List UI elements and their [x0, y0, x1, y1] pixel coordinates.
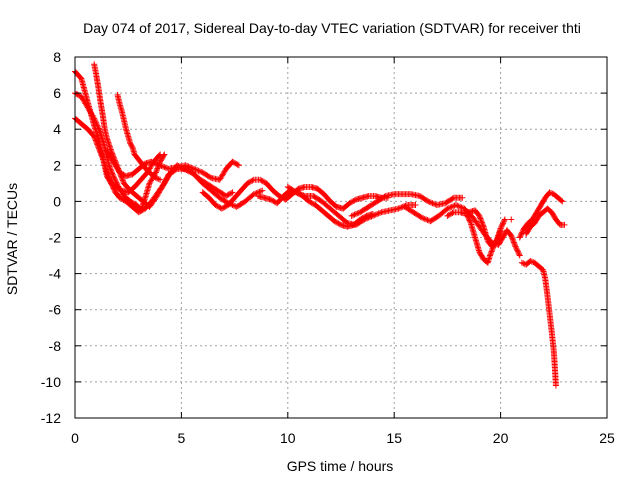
- y-tick-label: -2: [49, 230, 62, 246]
- series-arc15: [516, 189, 566, 241]
- y-tick-label: 6: [53, 85, 61, 101]
- series-arc10: [348, 191, 466, 219]
- data-points: [72, 61, 568, 389]
- x-tick-label: 15: [386, 430, 402, 446]
- y-tick-label: 2: [53, 157, 61, 173]
- series-markers: [518, 257, 559, 389]
- y-tick-label: -12: [41, 410, 61, 426]
- x-tick-label: 25: [599, 430, 615, 446]
- grid-lines: [75, 57, 607, 418]
- axis-ticks: 0 5 10 15 20 25 -12 -10 -8 -6 -4 -2 0 2 4 6 8: [41, 49, 615, 446]
- series-arc16: [518, 257, 559, 389]
- y-tick-label: 8: [53, 49, 61, 65]
- series-arc17: [523, 205, 568, 237]
- series-arc9: [284, 183, 419, 228]
- x-tick-label: 10: [280, 430, 296, 446]
- chart-title: Day 074 of 2017, Sidereal Day-to-day VTE…: [83, 20, 581, 36]
- series-markers: [199, 176, 391, 212]
- x-tick-label: 5: [178, 430, 186, 446]
- series-markers: [516, 189, 566, 241]
- series-markers: [465, 207, 508, 250]
- series-arc6: [114, 91, 164, 183]
- y-tick-label: -6: [49, 302, 62, 318]
- series-markers: [508, 216, 515, 223]
- series-markers: [284, 183, 419, 228]
- x-tick-label: 20: [493, 430, 509, 446]
- y-tick-label: 0: [53, 193, 61, 209]
- series-markers: [114, 91, 164, 183]
- y-tick-label: 4: [53, 121, 61, 137]
- y-tick-label: -10: [41, 374, 61, 390]
- series-arc7: [199, 176, 391, 212]
- series-arc13: [465, 207, 508, 250]
- y-tick-label: -4: [49, 266, 62, 282]
- series-markers: [523, 205, 568, 237]
- x-axis-label: GPS time / hours: [287, 458, 394, 474]
- y-tick-label: -8: [49, 338, 62, 354]
- y-axis-label: SDTVAR / TECUs: [4, 183, 20, 295]
- series-arc14: [508, 216, 515, 223]
- x-tick-label: 0: [71, 430, 79, 446]
- series-markers: [348, 191, 466, 219]
